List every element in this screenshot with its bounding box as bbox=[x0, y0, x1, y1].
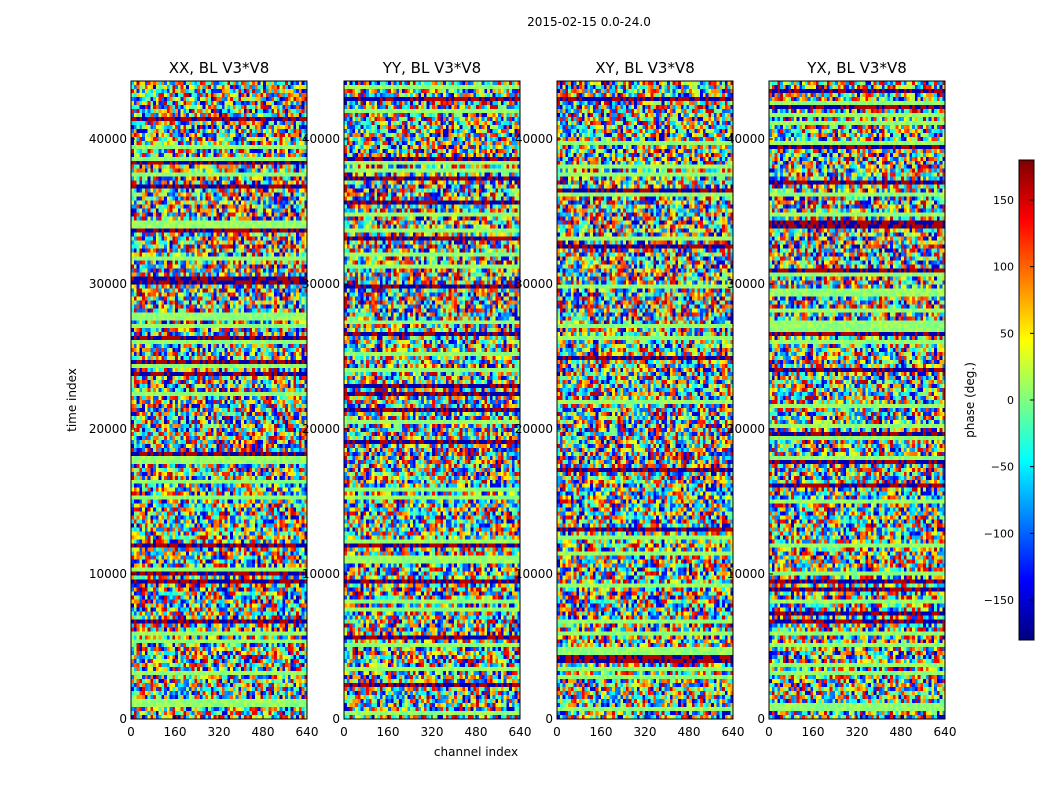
y-tick-label: 20000 bbox=[727, 422, 765, 436]
phase-image-1 bbox=[131, 81, 307, 719]
y-tick-label: 30000 bbox=[89, 277, 127, 291]
panels-group: XX, BL V3*V8 0 160 320 480 640 0 10000 20000 3000… bbox=[89, 59, 957, 739]
colorbar-tick-label: 0 bbox=[1007, 394, 1014, 407]
panel-4: YX, BL V3*V8 0 160 320 480 640 0 10000 20000 3000… bbox=[727, 59, 957, 739]
x-tick-label: 0 bbox=[765, 725, 773, 739]
phase-image-2 bbox=[344, 81, 520, 719]
y-tick-label: 40000 bbox=[89, 132, 127, 146]
colorbar-label: phase (deg.) bbox=[963, 362, 977, 438]
colorbar-tick-label: −50 bbox=[991, 461, 1014, 474]
y-axis-label: time index bbox=[65, 368, 79, 432]
x-tick-label: 480 bbox=[678, 725, 701, 739]
y-tick-label: 30000 bbox=[515, 277, 553, 291]
y-tick-label: 10000 bbox=[302, 567, 340, 581]
y-tick-label: 40000 bbox=[727, 132, 765, 146]
phase-image-3 bbox=[557, 81, 733, 719]
y-tick-label: 10000 bbox=[89, 567, 127, 581]
y-tick-label: 0 bbox=[119, 712, 127, 726]
phase-image-4 bbox=[769, 81, 945, 719]
y-tick-label: 0 bbox=[332, 712, 340, 726]
colorbar-tick-label: −100 bbox=[984, 527, 1014, 540]
panel-title: XX, BL V3*V8 bbox=[169, 59, 270, 77]
figure-suptitle: 2015-02-15 0.0-24.0 bbox=[527, 15, 651, 29]
y-tick-label: 20000 bbox=[302, 422, 340, 436]
x-tick-label: 0 bbox=[127, 725, 135, 739]
y-tick-label: 10000 bbox=[727, 567, 765, 581]
x-tick-label: 160 bbox=[802, 725, 825, 739]
y-tick-label: 30000 bbox=[302, 277, 340, 291]
colorbar-tick-label: 100 bbox=[993, 261, 1014, 274]
y-tick-label: 30000 bbox=[727, 277, 765, 291]
y-tick-label: 20000 bbox=[515, 422, 553, 436]
x-tick-label: 640 bbox=[296, 725, 319, 739]
colorbar-tick-label: 50 bbox=[1000, 327, 1014, 340]
y-tick-label: 20000 bbox=[89, 422, 127, 436]
panel-1: XX, BL V3*V8 0 160 320 480 640 0 10000 20000 3000… bbox=[89, 59, 319, 739]
x-tick-label: 320 bbox=[634, 725, 657, 739]
panel-2: YY, BL V3*V8 0 160 320 480 640 0 10000 20000 3000… bbox=[302, 59, 532, 739]
x-axis-label: channel index bbox=[434, 745, 518, 759]
x-tick-label: 160 bbox=[164, 725, 187, 739]
y-tick-label: 10000 bbox=[515, 567, 553, 581]
panel-title: YY, BL V3*V8 bbox=[382, 59, 481, 77]
x-tick-label: 0 bbox=[340, 725, 348, 739]
y-tick-label: 40000 bbox=[515, 132, 553, 146]
x-tick-label: 320 bbox=[421, 725, 444, 739]
x-tick-label: 640 bbox=[934, 725, 957, 739]
x-tick-label: 320 bbox=[846, 725, 869, 739]
x-tick-label: 320 bbox=[208, 725, 231, 739]
panel-title: XY, BL V3*V8 bbox=[595, 59, 695, 77]
x-tick-label: 640 bbox=[509, 725, 532, 739]
x-tick-label: 160 bbox=[590, 725, 613, 739]
colorbar: 150 100 50 0 −50 −100 −150 phase (deg.) bbox=[963, 159, 1035, 641]
x-tick-label: 0 bbox=[553, 725, 561, 739]
colorbar-tick-label: −150 bbox=[984, 594, 1014, 607]
x-tick-label: 160 bbox=[377, 725, 400, 739]
x-tick-label: 480 bbox=[890, 725, 913, 739]
y-tick-label: 40000 bbox=[302, 132, 340, 146]
panel-3: XY, BL V3*V8 0 160 320 480 640 0 10000 20000 3000… bbox=[515, 59, 745, 739]
x-tick-label: 480 bbox=[252, 725, 275, 739]
colorbar-tick-label: 150 bbox=[993, 194, 1014, 207]
panel-title: YX, BL V3*V8 bbox=[806, 59, 907, 77]
x-tick-label: 480 bbox=[465, 725, 488, 739]
y-tick-label: 0 bbox=[545, 712, 553, 726]
x-tick-label: 640 bbox=[722, 725, 745, 739]
y-tick-label: 0 bbox=[757, 712, 765, 726]
